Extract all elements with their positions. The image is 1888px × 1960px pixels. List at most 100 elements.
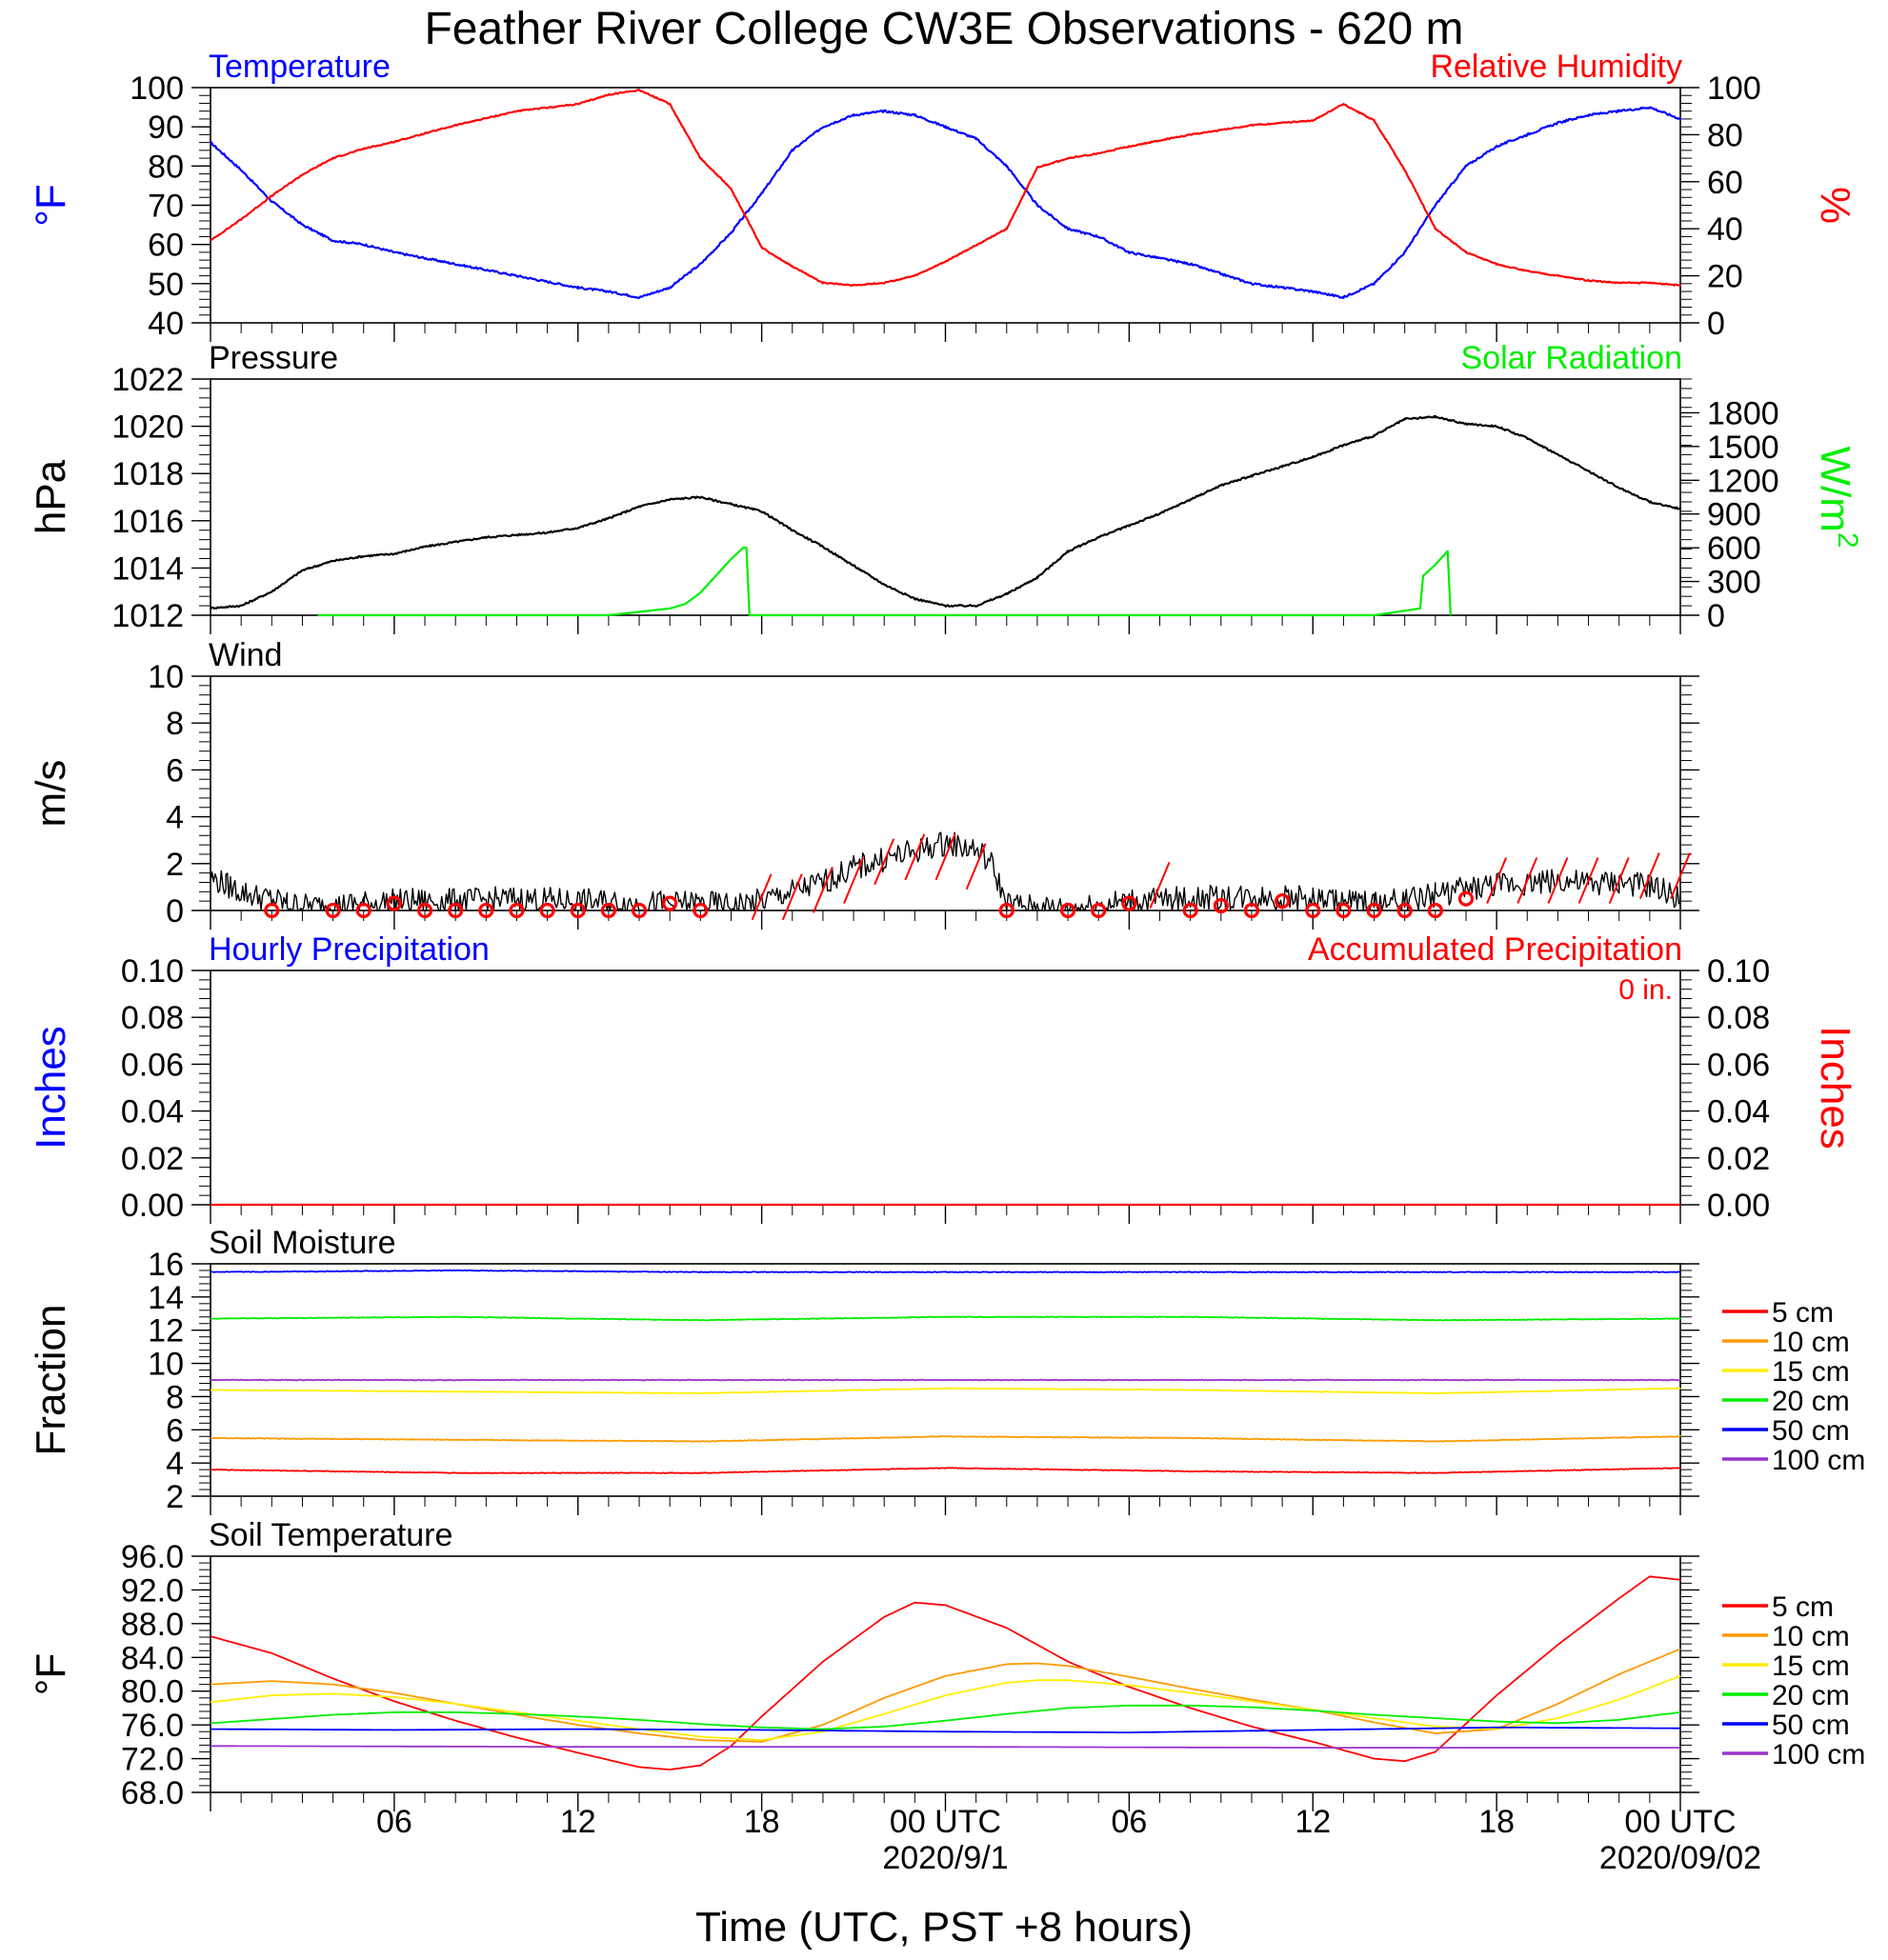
series-100-cm: [210, 1378, 1681, 1382]
series-15-cm: [210, 1387, 1681, 1395]
calm-marker: [1457, 890, 1475, 907]
x-tick-label: 06: [1111, 1804, 1147, 1840]
legend-label: 50 cm: [1772, 1415, 1850, 1447]
legend-label: 100 cm: [1772, 1445, 1865, 1476]
x-date-label: 2020/09/02: [1599, 1840, 1761, 1876]
y-tick-label-right: 40: [1707, 211, 1743, 248]
calm-marker: [509, 902, 525, 919]
y-tick-label-right: 1500: [1707, 430, 1779, 466]
panel-frame: [210, 378, 1681, 616]
series-calm-markers: [264, 890, 1475, 919]
y-tick-label-left: 1020: [111, 410, 184, 446]
y-tick-label-right: 0.06: [1707, 1047, 1770, 1083]
y-axis-label-right: %: [1812, 187, 1858, 224]
y-axis-label-left: m/s: [28, 760, 74, 828]
series-line: [210, 106, 1682, 299]
series-20-cm: [210, 1704, 1681, 1730]
x-ticks: [210, 323, 1681, 342]
series-line: [317, 547, 1452, 617]
panel-title-left: Soil Moisture: [209, 1225, 396, 1261]
series-line: [210, 1315, 1681, 1322]
legend-label: 10 cm: [1772, 1621, 1850, 1652]
legend-label: 10 cm: [1772, 1327, 1850, 1358]
series-15-cm: [210, 1674, 1681, 1741]
y-tick-label-left: 10: [148, 1347, 184, 1383]
legend-label: 100 cm: [1772, 1739, 1865, 1770]
calm-marker: [1427, 902, 1443, 919]
y-tick-label-left: 100: [130, 70, 184, 107]
y-tick-label-left: 0.04: [121, 1094, 184, 1130]
series-line: [210, 1575, 1681, 1770]
y-axis-label-left: hPa: [28, 459, 74, 534]
calm-marker: [1275, 893, 1291, 910]
panel-title-left: Temperature: [209, 49, 391, 85]
x-tick-label: 06: [376, 1804, 412, 1840]
y-tick-label-left: 0: [166, 893, 184, 930]
chart-title: Feather River College CW3E Observations …: [424, 4, 1463, 54]
y-tick-label-left: 8: [166, 1379, 184, 1415]
y-tick-label-left: 6: [166, 752, 184, 789]
y-tick-label-left: 2: [166, 847, 184, 883]
series-line: [210, 89, 1682, 287]
y-tick-label-left: 72.0: [121, 1742, 184, 1778]
y-tick-label-left: 90: [148, 110, 184, 146]
wind-barb: [751, 873, 773, 921]
y-tick-label-left: 80: [148, 149, 184, 185]
y-axis-label-superscript: 2: [1832, 532, 1863, 549]
x-ticks: [210, 615, 1681, 634]
calm-marker: [1396, 902, 1413, 919]
calm-marker: [662, 895, 678, 911]
calm-marker: [264, 902, 280, 919]
calm-marker: [1305, 902, 1321, 919]
minor-ticks: [199, 378, 1692, 616]
calm-marker: [570, 902, 586, 919]
panel-frame: [210, 87, 1681, 324]
panel-title-left: Hourly Precipitation: [209, 931, 490, 968]
y-tick-label-left: 88.0: [121, 1607, 184, 1643]
y-tick-label-right: 600: [1707, 530, 1761, 567]
x-ticks: [210, 1205, 1681, 1224]
y-tick-label-right: 0.02: [1707, 1141, 1770, 1177]
y-axis-label-left: °F: [28, 184, 74, 226]
y-tick-label-right: 20: [1707, 259, 1743, 295]
panel-wind: 10 8 6 4 2 0 Wind m/s: [28, 637, 1699, 930]
calm-marker: [1336, 902, 1352, 919]
legend-label: 20 cm: [1772, 1680, 1850, 1711]
y-axis-label-right: Inches: [1812, 1026, 1858, 1150]
y-tick-label-left: 4: [166, 800, 184, 836]
y-tick-label-right: 900: [1707, 497, 1761, 533]
x-date-label: 2020/9/1: [882, 1840, 1008, 1876]
y-tick-label-right: 100: [1707, 70, 1761, 107]
series-line: [210, 1674, 1681, 1741]
y-tick-label-right: 1800: [1707, 395, 1779, 431]
y-tick-label-left: 14: [148, 1280, 184, 1316]
y-tick-label-left: 96.0: [121, 1539, 184, 1575]
series-line: [211, 1745, 1680, 1749]
calm-marker: [416, 902, 433, 919]
wind-barb: [1547, 857, 1569, 904]
legend-label: 15 cm: [1772, 1650, 1850, 1682]
y-tick-label-left: 1016: [111, 504, 184, 540]
y-tick-label-left: 0.06: [121, 1047, 184, 1083]
accumulated-total: 0 in.: [1618, 974, 1673, 1006]
calm-marker: [1213, 897, 1229, 914]
wind-barb: [1516, 857, 1538, 904]
y-tick-label-right: 0.00: [1707, 1188, 1770, 1224]
y-tick-label-left: 4: [166, 1446, 184, 1482]
panel-title-left: Pressure: [209, 340, 338, 376]
calm-marker: [1182, 902, 1198, 919]
y-tick-label-left: 50: [148, 267, 184, 303]
x-tick-label: 00 UTC: [1624, 1804, 1736, 1840]
minor-ticks: [199, 1555, 1692, 1793]
y-tick-label-left: 1014: [111, 550, 184, 587]
wind-barb: [965, 843, 987, 890]
y-tick-label-left: 1022: [111, 362, 184, 398]
calm-marker: [631, 902, 648, 919]
minor-ticks: [199, 87, 1692, 324]
y-axis-label-left: °F: [28, 1653, 74, 1695]
x-ticks: [210, 1496, 1681, 1515]
series-line: [211, 1269, 1681, 1273]
legend-label: 15 cm: [1772, 1356, 1850, 1388]
